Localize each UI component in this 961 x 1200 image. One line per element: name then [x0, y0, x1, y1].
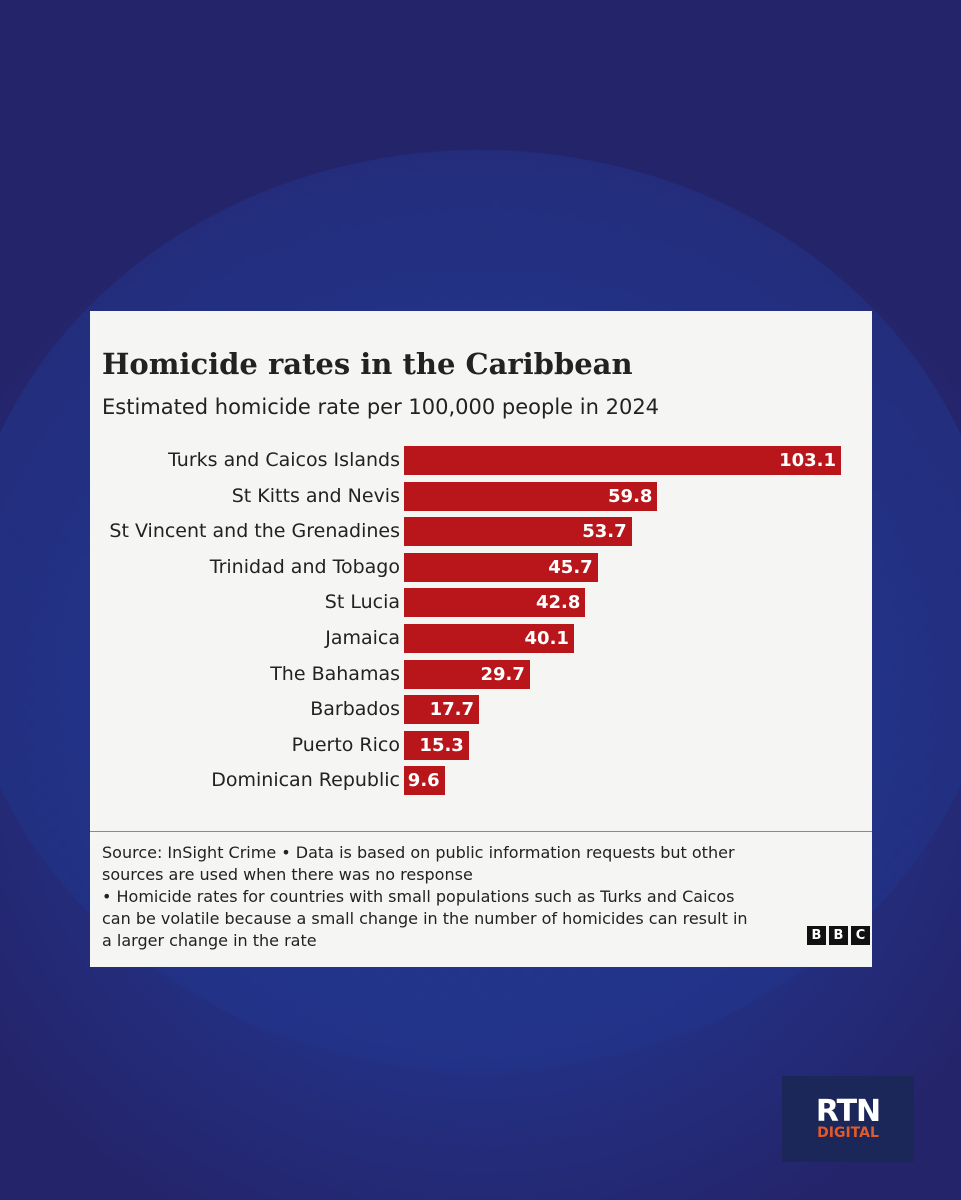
bar: 15.3 — [404, 730, 469, 760]
bar: 45.7 — [404, 552, 598, 582]
bbc-logo: B B C — [807, 926, 870, 945]
bar: 59.8 — [404, 481, 658, 511]
bar: 9.6 — [404, 766, 445, 796]
category-label: St Kitts and Nevis — [231, 484, 400, 507]
bar: 53.7 — [404, 517, 632, 547]
bar-chart: Turks and Caicos Islands 103.1 St Kitts an… — [90, 446, 872, 806]
bar-row: St Lucia 42.8 — [90, 588, 872, 618]
bar-row: St Kitts and Nevis 59.8 — [90, 481, 872, 511]
bbc-logo-letter: C — [851, 926, 870, 945]
value-label: 29.7 — [480, 663, 525, 685]
category-label: Turks and Caicos Islands — [168, 449, 400, 471]
source-line: sources are used when there was no respo… — [102, 865, 473, 884]
value-label: 45.7 — [548, 556, 593, 578]
bar-row: Barbados 17.7 — [90, 695, 872, 725]
source-line: Source: InSight Crime • Data is based on… — [102, 843, 735, 862]
bar-row: The Bahamas 29.7 — [90, 659, 872, 689]
bar: 103.1 — [404, 446, 841, 475]
bbc-logo-letter: B — [829, 926, 848, 945]
category-label: Dominican Republic — [211, 769, 400, 792]
bar-row: Jamaica 40.1 — [90, 624, 872, 653]
bar-row: St Vincent and the Grenadines 53.7 — [90, 517, 872, 547]
bar-row: Trinidad and Tobago 45.7 — [90, 552, 872, 582]
value-label: 42.8 — [535, 592, 581, 614]
category-label: Barbados — [310, 698, 400, 721]
category-label: St Lucia — [324, 591, 400, 614]
chart-card: Homicide rates in the Caribbean Estimate… — [90, 311, 872, 967]
category-label: The Bahamas — [270, 662, 400, 685]
value-label: 53.7 — [582, 521, 627, 543]
bar: 40.1 — [404, 624, 574, 653]
value-label: 15.3 — [419, 734, 464, 756]
bbc-logo-letter: B — [807, 926, 826, 945]
divider — [90, 831, 872, 832]
rtn-logo-bottom: DIGITAL — [817, 1125, 879, 1141]
source-line: a larger change in the rate — [102, 931, 317, 950]
bar: 42.8 — [404, 588, 586, 618]
value-label: 59.8 — [608, 485, 653, 507]
source-line: • Homicide rates for countries with smal… — [102, 887, 735, 906]
chart-subtitle: Estimated homicide rate per 100,000 peop… — [102, 395, 660, 419]
value-label: 9.6 — [407, 770, 440, 792]
category-label: Trinidad and Tobago — [209, 555, 400, 578]
bar: 17.7 — [404, 695, 480, 725]
rtn-digital-logo: RTN DIGITAL — [782, 1076, 914, 1162]
value-label: 103.1 — [779, 450, 836, 471]
value-label: 40.1 — [524, 628, 569, 649]
bar-row: Dominican Republic 9.6 — [90, 766, 872, 796]
category-label: Jamaica — [325, 627, 400, 649]
value-label: 17.7 — [429, 699, 475, 721]
source-line: can be volatile because a small change i… — [102, 909, 748, 928]
chart-title: Homicide rates in the Caribbean — [102, 347, 633, 381]
bar-row: Puerto Rico 15.3 — [90, 730, 872, 760]
rtn-logo-top: RTN — [815, 1094, 881, 1129]
bar-row: Turks and Caicos Islands 103.1 — [90, 446, 872, 475]
category-label: St Vincent and the Grenadines — [109, 520, 400, 543]
bar: 29.7 — [404, 659, 530, 689]
category-label: Puerto Rico — [291, 733, 400, 756]
source-note: Source: InSight Crime • Data is based on… — [102, 842, 802, 952]
